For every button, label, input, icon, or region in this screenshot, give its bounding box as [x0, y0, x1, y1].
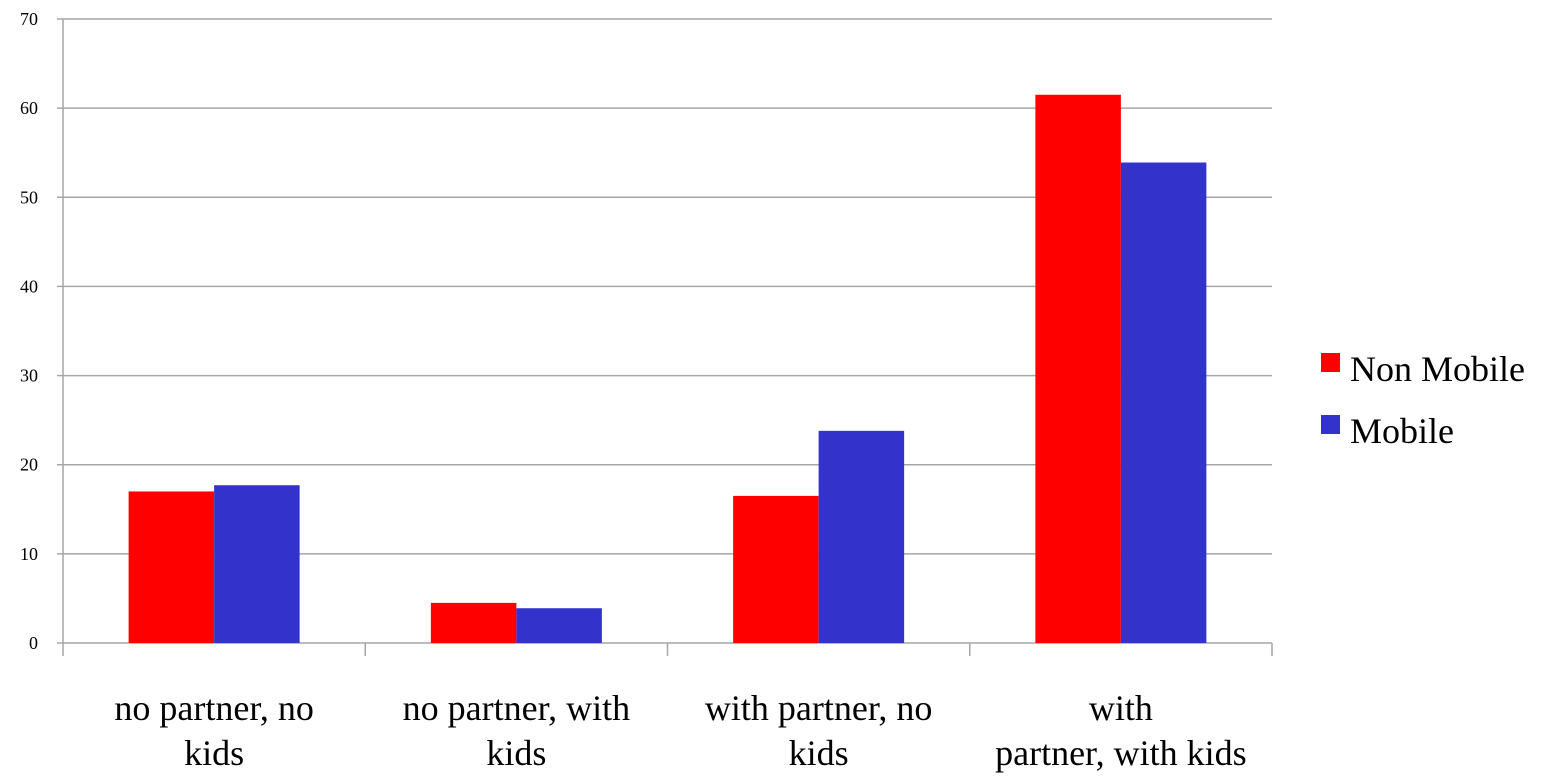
y-tick-label: 70	[20, 9, 38, 29]
y-tick-labels: 0 10 20 30 40 50 60 70	[20, 9, 38, 653]
y-tick-label: 20	[20, 455, 38, 475]
x-category-labels: no partner, no kids no partner, with kids wi…	[114, 688, 1246, 773]
bar-mobile	[214, 485, 300, 643]
y-tick-label: 0	[29, 633, 38, 653]
x-category-label: no partner, with	[403, 688, 631, 728]
legend-label: Mobile	[1350, 411, 1454, 451]
bar-non-mobile	[430, 602, 517, 643]
gridlines	[63, 18, 1272, 555]
y-tick-label: 30	[20, 366, 38, 386]
bar-non-mobile	[733, 495, 819, 643]
legend-swatch	[1321, 415, 1340, 434]
y-tick-label: 60	[20, 98, 38, 118]
y-tick-label: 50	[20, 187, 38, 207]
x-category-label: partner, with kids	[995, 733, 1247, 773]
bar-mobile	[818, 430, 905, 643]
legend-label: Non Mobile	[1350, 349, 1525, 389]
x-category-label: with partner, no	[705, 688, 933, 728]
bar-mobile	[1120, 162, 1207, 643]
y-tick-label: 10	[20, 544, 38, 564]
legend-swatch	[1321, 353, 1340, 372]
legend: Non Mobile Mobile	[1321, 349, 1525, 451]
x-category-label: kids	[789, 733, 849, 773]
bars	[128, 94, 1207, 644]
x-category-label: kids	[184, 733, 244, 773]
bar-non-mobile	[1035, 94, 1121, 644]
y-tick-label: 40	[20, 276, 38, 296]
x-category-label: with	[1089, 688, 1153, 728]
x-category-label: kids	[486, 733, 546, 773]
bar-non-mobile	[128, 491, 215, 643]
x-category-label: no partner, no	[114, 688, 314, 728]
bar-mobile	[516, 608, 602, 643]
